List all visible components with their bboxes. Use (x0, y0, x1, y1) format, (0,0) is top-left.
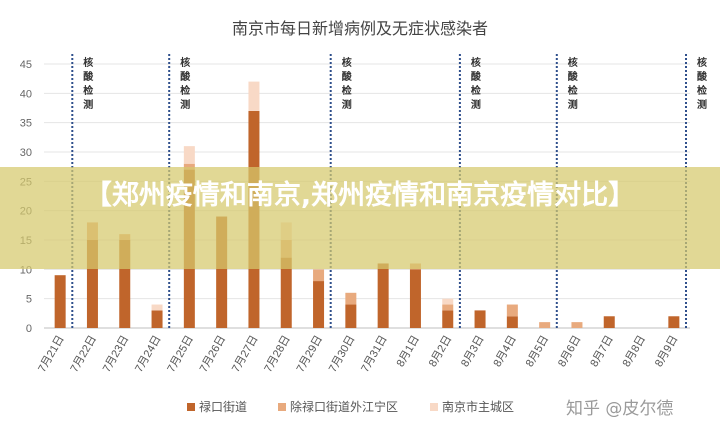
nucleic-test-label-char: 测 (180, 98, 190, 111)
nucleic-test-label-char: 检 (697, 84, 707, 97)
x-tick-label: 8月9日 (653, 334, 681, 370)
bar-segment (377, 263, 389, 328)
legend-item: 除禄口街道外江宁区 (278, 399, 398, 414)
nucleic-test-label-char: 核 (471, 56, 481, 69)
x-tick-label: 7月22日 (68, 334, 99, 375)
legend-swatch (187, 403, 195, 411)
banner-title: 【郑州疫情和南京,郑州疫情和南京疫情对比】 (84, 180, 636, 211)
nucleic-test-label-char: 核 (342, 56, 352, 69)
y-tick-label: 30 (20, 147, 32, 159)
legend-swatch (278, 403, 286, 411)
x-tick-label: 7月21日 (36, 334, 67, 375)
nucleic-test-label-char: 检 (471, 84, 481, 97)
nucleic-test-label-char: 测 (697, 98, 707, 111)
bar-segment (151, 304, 163, 311)
x-tick-label: 8月8日 (621, 334, 649, 370)
bar-segment (442, 310, 454, 328)
nucleic-test-label-char: 酸 (697, 70, 708, 83)
bar-segment (506, 304, 518, 317)
bar-segment (474, 310, 486, 328)
y-tick-label: 0 (26, 323, 32, 335)
legend-swatch (430, 403, 438, 411)
bar-segment (280, 257, 292, 328)
bar-segment (86, 240, 98, 328)
nucleic-test-label-char: 酸 (342, 70, 353, 83)
bar-segment (539, 322, 551, 328)
x-tick-label: 8月6日 (556, 334, 584, 370)
x-tick-label: 8月3日 (459, 334, 487, 370)
bar-segment (313, 281, 325, 328)
nucleic-test-label-char: 酸 (180, 70, 191, 83)
x-tick-label: 7月24日 (133, 334, 164, 375)
y-tick-label: 40 (20, 88, 32, 100)
nucleic-test-label-char: 测 (83, 98, 93, 111)
legend-label: 除禄口街道外江宁区 (290, 399, 398, 414)
y-tick-label: 45 (20, 59, 32, 71)
bar-segment (506, 316, 518, 328)
y-tick-label: 5 (26, 294, 32, 306)
bar-segment (248, 81, 260, 111)
x-tick-label: 8月7日 (588, 334, 616, 370)
x-tick-label: 8月4日 (491, 334, 519, 370)
bar-segment (571, 322, 583, 328)
bar-segment (345, 292, 357, 305)
x-tick-label: 7月23日 (101, 334, 132, 375)
nucleic-test-label-char: 酸 (568, 70, 579, 83)
nucleic-test-label-char: 检 (342, 84, 352, 97)
x-tick-label: 7月25日 (165, 334, 196, 375)
x-tick-label: 7月27日 (230, 334, 261, 375)
bar-segment (183, 163, 195, 170)
nucleic-test-label-char: 测 (471, 98, 481, 111)
chart-title: 南京市每日新增病例及无症状感染者 (232, 20, 488, 38)
legend-item: 南京市主城区 (430, 399, 514, 414)
bar-segment (54, 275, 66, 328)
legend-label: 禄口街道 (199, 399, 247, 414)
bar-segment (216, 216, 228, 328)
y-tick-label: 35 (20, 118, 32, 130)
bar-segment (442, 304, 454, 311)
x-tick-label: 7月30日 (327, 334, 358, 375)
nucleic-test-label-char: 酸 (83, 70, 94, 83)
nucleic-test-label-char: 检 (568, 84, 578, 97)
legend-item: 禄口街道 (187, 399, 247, 414)
title-banner (0, 167, 720, 269)
bar-segment (345, 304, 357, 328)
x-tick-label: 8月1日 (395, 334, 423, 370)
x-tick-label: 7月31日 (359, 334, 390, 375)
nucleic-test-label-char: 检 (180, 84, 190, 97)
x-tick-label: 8月5日 (524, 334, 552, 370)
bar-segment (668, 316, 680, 328)
nucleic-test-label-char: 测 (342, 98, 352, 111)
nucleic-test-label-char: 核 (697, 56, 707, 69)
nucleic-test-label-char: 酸 (471, 70, 482, 83)
x-tick-label: 8月2日 (427, 334, 455, 370)
legend-label: 南京市主城区 (442, 399, 514, 414)
bar-segment (119, 240, 131, 328)
bar-segment (603, 316, 615, 328)
watermark: 知乎 @皮尔德 (566, 399, 674, 419)
x-tick-label: 7月26日 (198, 334, 229, 375)
nucleic-test-label-char: 核 (83, 56, 93, 69)
nucleic-test-label-char: 检 (83, 84, 93, 97)
x-tick-label: 7月29日 (295, 334, 326, 375)
bar-segment (409, 269, 421, 328)
nucleic-test-label-char: 测 (568, 98, 578, 111)
bar-segment (442, 298, 454, 305)
nucleic-test-label-char: 核 (180, 56, 190, 69)
bar-segment (151, 310, 163, 328)
bar-segment (183, 146, 195, 164)
nucleic-test-label-char: 核 (568, 56, 578, 69)
bar-segment (313, 269, 325, 282)
x-tick-label: 7月28日 (262, 334, 293, 375)
